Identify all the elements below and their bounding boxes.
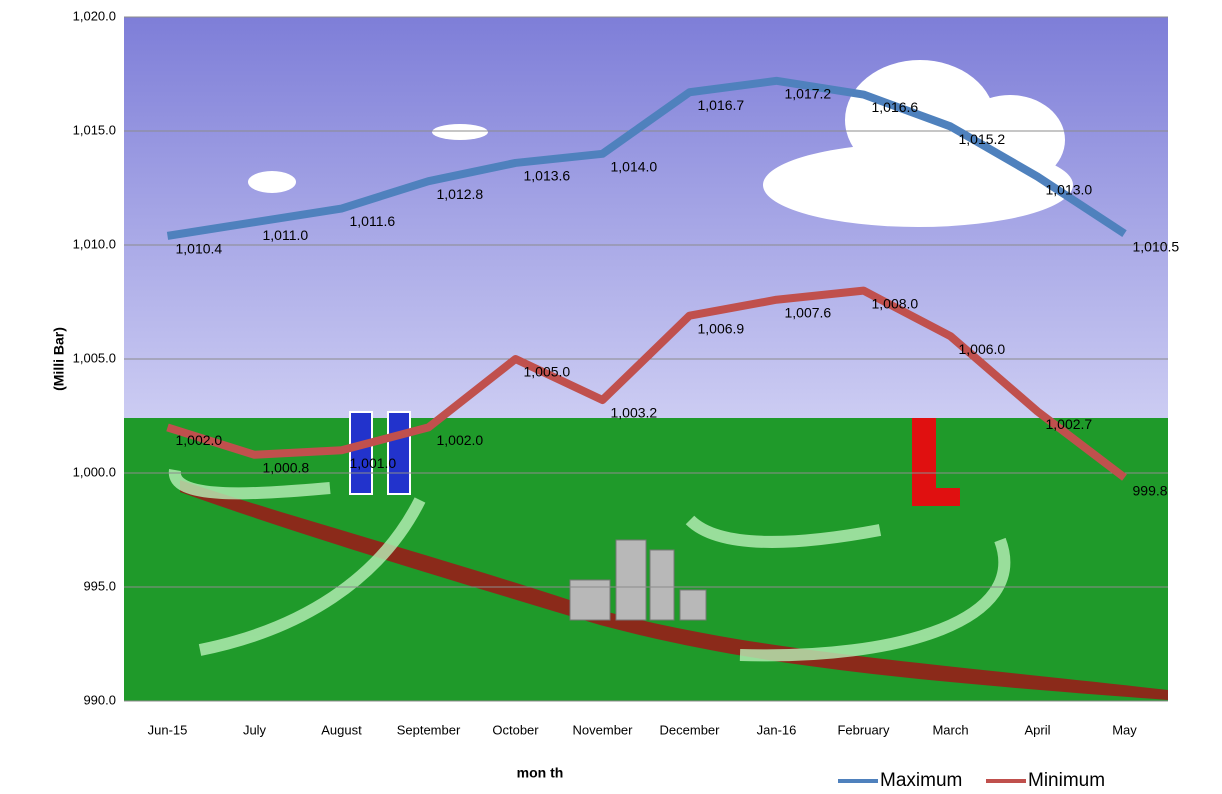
x-tick-label: October xyxy=(492,722,539,737)
y-tick-label: 1,020.0 xyxy=(73,8,116,23)
y-axis-label: (Milli Bar) xyxy=(51,327,67,391)
x-tick-label: November xyxy=(573,722,634,737)
x-axis-label: mon th xyxy=(517,765,564,781)
x-tick-label: Jan-16 xyxy=(757,722,797,737)
data-label: 1,013.0 xyxy=(1046,181,1093,197)
data-label: 1,010.5 xyxy=(1133,238,1180,254)
plot-area xyxy=(124,16,1168,702)
data-label: 1,005.0 xyxy=(524,364,571,380)
data-label: 1,006.9 xyxy=(698,320,745,336)
data-label: 999.8 xyxy=(1133,482,1168,498)
data-label: 1,010.4 xyxy=(176,241,223,257)
x-tick-label: May xyxy=(1112,722,1137,737)
data-label: 1,002.7 xyxy=(1046,416,1093,432)
y-tick-label: 1,015.0 xyxy=(73,122,116,137)
y-tick-label: 1,005.0 xyxy=(73,350,116,365)
data-label: 1,001.0 xyxy=(350,455,397,471)
legend-label: Maximum xyxy=(880,770,962,791)
x-tick-label: February xyxy=(837,722,890,737)
x-tick-label: September xyxy=(397,722,461,737)
data-label: 1,007.6 xyxy=(785,304,832,320)
data-label: 1,015.2 xyxy=(959,131,1006,147)
data-label: 1,011.0 xyxy=(263,227,309,243)
data-label: 1,017.2 xyxy=(785,86,832,102)
y-tick-label: 990.0 xyxy=(83,692,116,707)
x-tick-label: April xyxy=(1024,722,1050,737)
data-label: 1,013.6 xyxy=(524,168,571,184)
data-label: 1,003.2 xyxy=(611,405,658,421)
series-line xyxy=(166,76,1127,240)
background-illustration xyxy=(124,17,1168,701)
y-tick-label: 995.0 xyxy=(83,578,116,593)
x-tick-label: July xyxy=(243,722,267,737)
data-label: 1,011.6 xyxy=(350,213,396,229)
data-label: 1,016.6 xyxy=(872,99,919,115)
legend-label: Minimum xyxy=(1028,770,1105,791)
data-label: 1,014.0 xyxy=(611,159,658,175)
data-label: 1,012.8 xyxy=(437,186,484,202)
data-label: 1,006.0 xyxy=(959,341,1006,357)
series-line xyxy=(166,286,1127,481)
data-label: 1,002.0 xyxy=(176,432,223,448)
y-tick-label: 1,000.0 xyxy=(73,464,116,479)
y-tick-label: 1,010.0 xyxy=(73,236,116,251)
data-label: 1,002.0 xyxy=(437,432,484,448)
x-tick-label: August xyxy=(321,722,362,737)
x-tick-label: December xyxy=(660,722,721,737)
data-label: 1,016.7 xyxy=(698,97,745,113)
x-tick-label: Jun-15 xyxy=(148,722,188,737)
data-label: 1,008.0 xyxy=(872,295,919,311)
data-label: 1,000.8 xyxy=(263,459,310,475)
x-tick-label: March xyxy=(932,722,968,737)
